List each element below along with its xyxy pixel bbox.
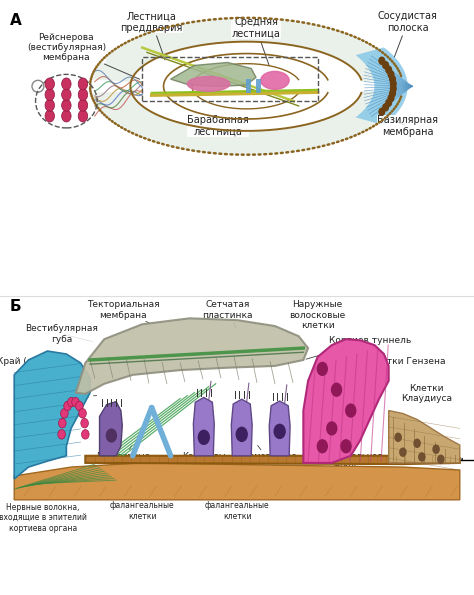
Circle shape — [391, 85, 396, 92]
Polygon shape — [356, 48, 408, 125]
Text: Б: Б — [9, 299, 21, 314]
Circle shape — [62, 99, 71, 111]
Circle shape — [386, 99, 392, 107]
Text: Рейснерова
(вестибулярная)
мембрана: Рейснерова (вестибулярная) мембрана — [27, 33, 140, 79]
Circle shape — [58, 430, 65, 439]
Ellipse shape — [187, 76, 230, 91]
Text: Базилярные
клетки: Базилярные клетки — [96, 446, 150, 472]
Circle shape — [61, 409, 68, 418]
Polygon shape — [303, 339, 389, 463]
Circle shape — [236, 427, 248, 442]
Polygon shape — [91, 18, 402, 82]
Bar — [246, 79, 251, 93]
Text: Наружные
волосковые
клетки: Наружные волосковые клетки — [287, 300, 346, 332]
Circle shape — [390, 90, 395, 97]
Text: Гомогенное
вещество: Гомогенное вещество — [244, 446, 297, 472]
Circle shape — [345, 403, 356, 418]
Circle shape — [64, 401, 71, 411]
Circle shape — [432, 444, 440, 454]
Polygon shape — [91, 90, 402, 155]
Circle shape — [340, 439, 352, 453]
Circle shape — [418, 452, 426, 462]
Text: Вестибулярная
губа: Вестибулярная губа — [25, 324, 98, 344]
Circle shape — [331, 383, 342, 397]
Circle shape — [78, 99, 88, 111]
Circle shape — [75, 401, 83, 411]
Circle shape — [391, 80, 396, 87]
Text: Кортиовы
столбики: Кортиовы столбики — [182, 446, 226, 472]
Text: Внутренние
фалангеальные
клетки: Внутренние фалангеальные клетки — [110, 470, 174, 521]
Text: Клетки
Клаудиуса: Клетки Клаудиуса — [401, 384, 452, 403]
Text: Поперечные
волокна: Поперечные волокна — [319, 469, 374, 493]
Text: Базилярная
мембрана: Базилярная мембрана — [403, 469, 459, 493]
Circle shape — [388, 71, 394, 78]
Circle shape — [317, 439, 328, 453]
Bar — [256, 79, 261, 93]
Text: Сетчатая
пластинка: Сетчатая пластинка — [202, 300, 253, 328]
Text: Клетки Гензена: Клетки Гензена — [368, 357, 446, 371]
Text: Лестница
преддверия: Лестница преддверия — [120, 11, 183, 60]
Circle shape — [394, 433, 402, 442]
Circle shape — [72, 397, 79, 407]
Polygon shape — [76, 318, 308, 394]
Bar — [142, 57, 318, 101]
Circle shape — [78, 89, 88, 101]
Circle shape — [81, 418, 88, 428]
Circle shape — [45, 110, 55, 122]
Circle shape — [62, 89, 71, 101]
Text: Кортиев туннель: Кортиев туннель — [306, 336, 411, 359]
Circle shape — [399, 447, 407, 457]
Polygon shape — [389, 411, 460, 463]
Circle shape — [383, 104, 389, 111]
Polygon shape — [269, 401, 290, 456]
Circle shape — [79, 409, 86, 418]
Circle shape — [413, 439, 421, 448]
Circle shape — [82, 430, 89, 439]
Circle shape — [383, 62, 389, 69]
Polygon shape — [193, 397, 214, 456]
Circle shape — [317, 362, 328, 376]
Circle shape — [78, 78, 88, 90]
Circle shape — [379, 57, 385, 64]
Polygon shape — [14, 463, 460, 500]
Text: Средняя
лестница: Средняя лестница — [231, 17, 281, 66]
Text: Сосудистая
полоска: Сосудистая полоска — [378, 11, 438, 57]
Text: Внутренние
волосковые
клетки: Внутренние волосковые клетки — [33, 381, 97, 411]
Polygon shape — [14, 351, 90, 479]
Circle shape — [390, 76, 395, 83]
Circle shape — [62, 78, 71, 90]
Text: Нервные волокна,
входящие в эпителий
кортиева органа: Нервные волокна, входящие в эпителий кор… — [0, 482, 87, 533]
Circle shape — [273, 424, 286, 439]
Polygon shape — [85, 456, 460, 464]
Circle shape — [106, 428, 117, 443]
Circle shape — [386, 66, 392, 73]
Ellipse shape — [261, 71, 289, 89]
Text: Край (лимб): Край (лимб) — [0, 357, 55, 371]
Circle shape — [45, 78, 55, 90]
Text: Текториальная
мембрана: Текториальная мембрана — [87, 300, 160, 323]
Text: Наружные
фалангеальные
клетки: Наружные фалангеальные клетки — [205, 467, 269, 521]
Polygon shape — [100, 402, 122, 456]
Text: Барабанная
лестница: Барабанная лестница — [187, 115, 249, 137]
Polygon shape — [231, 399, 252, 456]
Polygon shape — [171, 62, 256, 86]
Circle shape — [379, 108, 385, 115]
Text: Базилярная
мембрана: Базилярная мембрана — [377, 115, 438, 137]
Circle shape — [326, 421, 337, 436]
Circle shape — [68, 397, 75, 407]
Circle shape — [62, 110, 71, 122]
Text: А: А — [9, 13, 21, 28]
Circle shape — [198, 430, 210, 445]
Circle shape — [45, 99, 55, 111]
Circle shape — [78, 110, 88, 122]
Circle shape — [59, 418, 66, 428]
Circle shape — [388, 95, 394, 102]
Circle shape — [437, 455, 445, 464]
Text: Соединительная
ткань: Соединительная ткань — [309, 448, 383, 472]
Circle shape — [45, 89, 55, 101]
